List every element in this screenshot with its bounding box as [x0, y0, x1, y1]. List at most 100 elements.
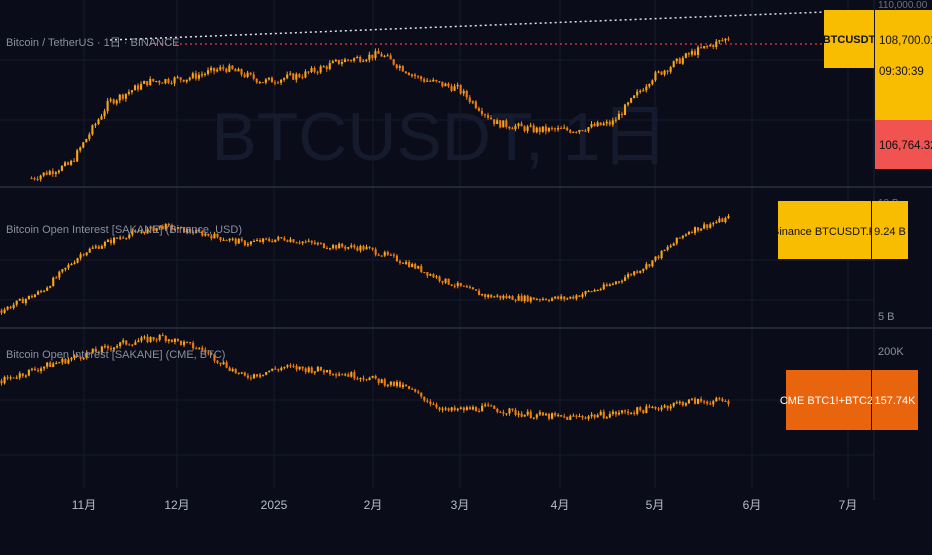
candle-body: [429, 401, 432, 404]
candle-body: [481, 405, 484, 412]
candle-body: [392, 59, 395, 65]
candle-body: [456, 85, 459, 87]
candle-body: [581, 294, 584, 297]
candle-body: [128, 344, 131, 346]
candle-body: [82, 142, 85, 148]
candle-body: [57, 170, 60, 173]
candle-body: [258, 375, 262, 377]
candle-body: [100, 116, 103, 120]
candle-body: [234, 69, 237, 72]
pane3-title[interactable]: Bitcoin Open Interest [SAKANE] (CME, BTC…: [6, 349, 225, 361]
pane1-scale-top: 110,000.00: [878, 0, 928, 11]
candle-body: [158, 335, 161, 340]
candle-body: [331, 245, 335, 249]
candle-body: [122, 340, 125, 343]
candle-body: [535, 299, 538, 301]
candle-body: [246, 375, 249, 378]
candle-body: [258, 239, 262, 242]
candle-body: [255, 239, 259, 242]
candle-body: [368, 54, 371, 60]
candle-body: [435, 404, 438, 408]
candle-body: [286, 74, 289, 79]
candle-body: [727, 38, 730, 40]
candle-body: [614, 281, 618, 284]
candle-body: [350, 245, 353, 248]
pane2-title[interactable]: Bitcoin Open Interest [SAKANE] (Binance,…: [6, 224, 242, 236]
candle-body: [264, 79, 267, 83]
candle-body: [76, 355, 79, 357]
candle-body: [234, 238, 237, 244]
candle-body: [423, 272, 426, 274]
candle-body: [228, 65, 231, 72]
candle-body: [614, 119, 617, 121]
candle-body: [161, 226, 164, 230]
candle-body: [295, 365, 298, 370]
candle-body: [128, 234, 131, 239]
candle-body: [271, 240, 274, 243]
candle-body: [49, 286, 52, 288]
candle-body: [307, 367, 310, 372]
candle-body: [9, 306, 12, 309]
candle-body: [608, 284, 611, 287]
candle-body: [173, 338, 176, 342]
candle-body: [578, 415, 581, 417]
candle-body: [121, 94, 124, 99]
candle-body: [115, 100, 118, 104]
candle-body: [456, 408, 459, 411]
candle-body: [189, 229, 192, 233]
candle-body: [563, 127, 566, 129]
candle-body: [715, 222, 718, 224]
candle-body: [12, 304, 15, 309]
pane1-title[interactable]: Bitcoin / TetherUS · 1日 · BINANCE: [6, 37, 179, 49]
candle-body: [203, 73, 207, 75]
candle-body: [152, 226, 155, 232]
candle-body: [182, 79, 185, 82]
candle-body: [538, 412, 541, 415]
candle-body: [131, 231, 134, 235]
candle-body: [234, 369, 237, 373]
candle-body: [593, 290, 596, 292]
candle-body: [560, 127, 563, 129]
candle-body: [307, 240, 310, 242]
candle-body: [304, 71, 307, 78]
candle-body: [584, 291, 587, 295]
candle-body: [179, 226, 183, 228]
candle-body: [690, 398, 694, 400]
trend-line[interactable]: [109, 11, 826, 41]
candle-body: [484, 294, 487, 298]
candle-body: [24, 375, 27, 377]
candle-body: [307, 71, 310, 73]
candle-body: [292, 365, 295, 367]
candle-body: [207, 233, 210, 236]
candle-body: [435, 79, 438, 82]
candle-body: [344, 246, 347, 249]
candle-body: [97, 119, 100, 125]
candle-body: [398, 381, 402, 388]
candle-body: [97, 246, 100, 249]
candle-body: [33, 368, 37, 371]
candle-body: [124, 93, 127, 99]
candle-body: [70, 357, 73, 360]
candle-body: [450, 86, 453, 91]
candle-body: [103, 346, 107, 348]
candle-body: [709, 45, 712, 47]
candle-body: [106, 100, 109, 112]
candle-body: [182, 341, 186, 345]
candle-body: [602, 411, 605, 418]
candle-body: [237, 372, 240, 374]
candle-body: [252, 74, 255, 79]
candle-body: [325, 370, 329, 373]
candle-body: [280, 237, 283, 239]
candle-body: [395, 255, 399, 262]
candle-body: [39, 175, 42, 180]
time-axis[interactable]: 11月 12月 2025 2月 3月 4月 5月 6月 7月: [72, 498, 858, 512]
candle-body: [36, 291, 40, 295]
candle-body: [353, 245, 356, 248]
candle-body: [277, 237, 280, 240]
candle-body: [599, 122, 602, 126]
candle-body: [526, 126, 529, 131]
candle-body: [164, 79, 167, 84]
countdown-label: 09:30:39: [879, 66, 924, 78]
candle-body: [310, 240, 313, 243]
